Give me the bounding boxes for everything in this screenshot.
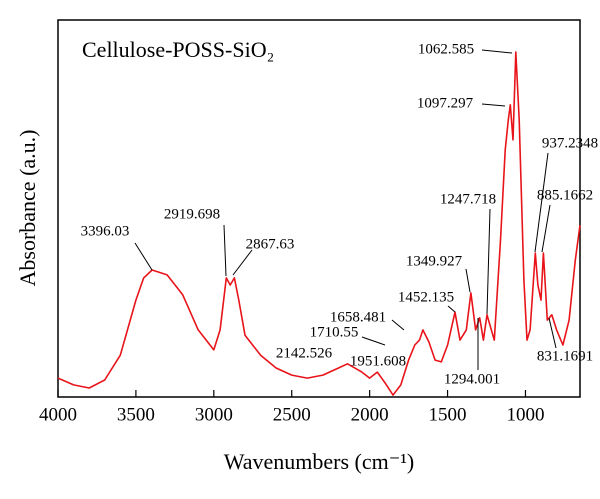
spectrum-line [57, 51, 581, 396]
x-tick-label: 1500 [429, 404, 467, 425]
annotation-leader [447, 305, 456, 313]
annotation: 1294.001 [444, 371, 500, 387]
x-axis-label: Wavenumbers (cm⁻¹) [224, 449, 415, 474]
annotation-leader [548, 317, 557, 349]
x-tick-label: 4000 [39, 404, 77, 425]
annotation-leader [223, 224, 227, 277]
plot-frame [57, 19, 581, 398]
annotation: 937.2348 [542, 135, 598, 151]
chart-title: Cellulose-POSS-SiO₂ [82, 37, 274, 62]
annotation: 1247.718 [440, 191, 496, 207]
annotation-leader [486, 208, 491, 315]
y-axis-label: Absorbance (a.u.) [15, 130, 40, 287]
x-tick-label: 1000 [506, 404, 544, 425]
annotation-leader [232, 249, 253, 276]
x-tick-label: 3000 [195, 404, 233, 425]
annotation: 1452.135 [398, 289, 454, 305]
annotation: 1062.585 [418, 41, 474, 57]
annotation: 1349.927 [406, 253, 463, 269]
annotation: 2919.698 [164, 206, 220, 222]
annotation: 885.1662 [537, 187, 593, 203]
annotation: 1710.55 [310, 324, 359, 340]
annotation: 3396.03 [81, 223, 130, 239]
annotation: 1097.297 [417, 95, 474, 111]
annotation-leader [481, 103, 506, 107]
annotation-leader [465, 268, 471, 293]
annotation: 1658.481 [330, 309, 386, 325]
annotation-leader [134, 242, 153, 271]
x-tick-label: 2000 [351, 404, 389, 425]
annotation-leader [361, 336, 386, 346]
annotation-leader [541, 204, 551, 253]
x-tick-label: 2500 [273, 404, 311, 425]
annotation-leader [391, 319, 405, 331]
annotation: 1951.608 [350, 353, 406, 369]
x-tick-label: 3500 [117, 404, 155, 425]
annotation: 831.1691 [537, 348, 593, 364]
annotation: 2142.526 [276, 345, 333, 361]
annotation: 2867.63 [246, 236, 295, 252]
annotation-leader [481, 49, 513, 54]
annotation-leader [534, 152, 549, 253]
